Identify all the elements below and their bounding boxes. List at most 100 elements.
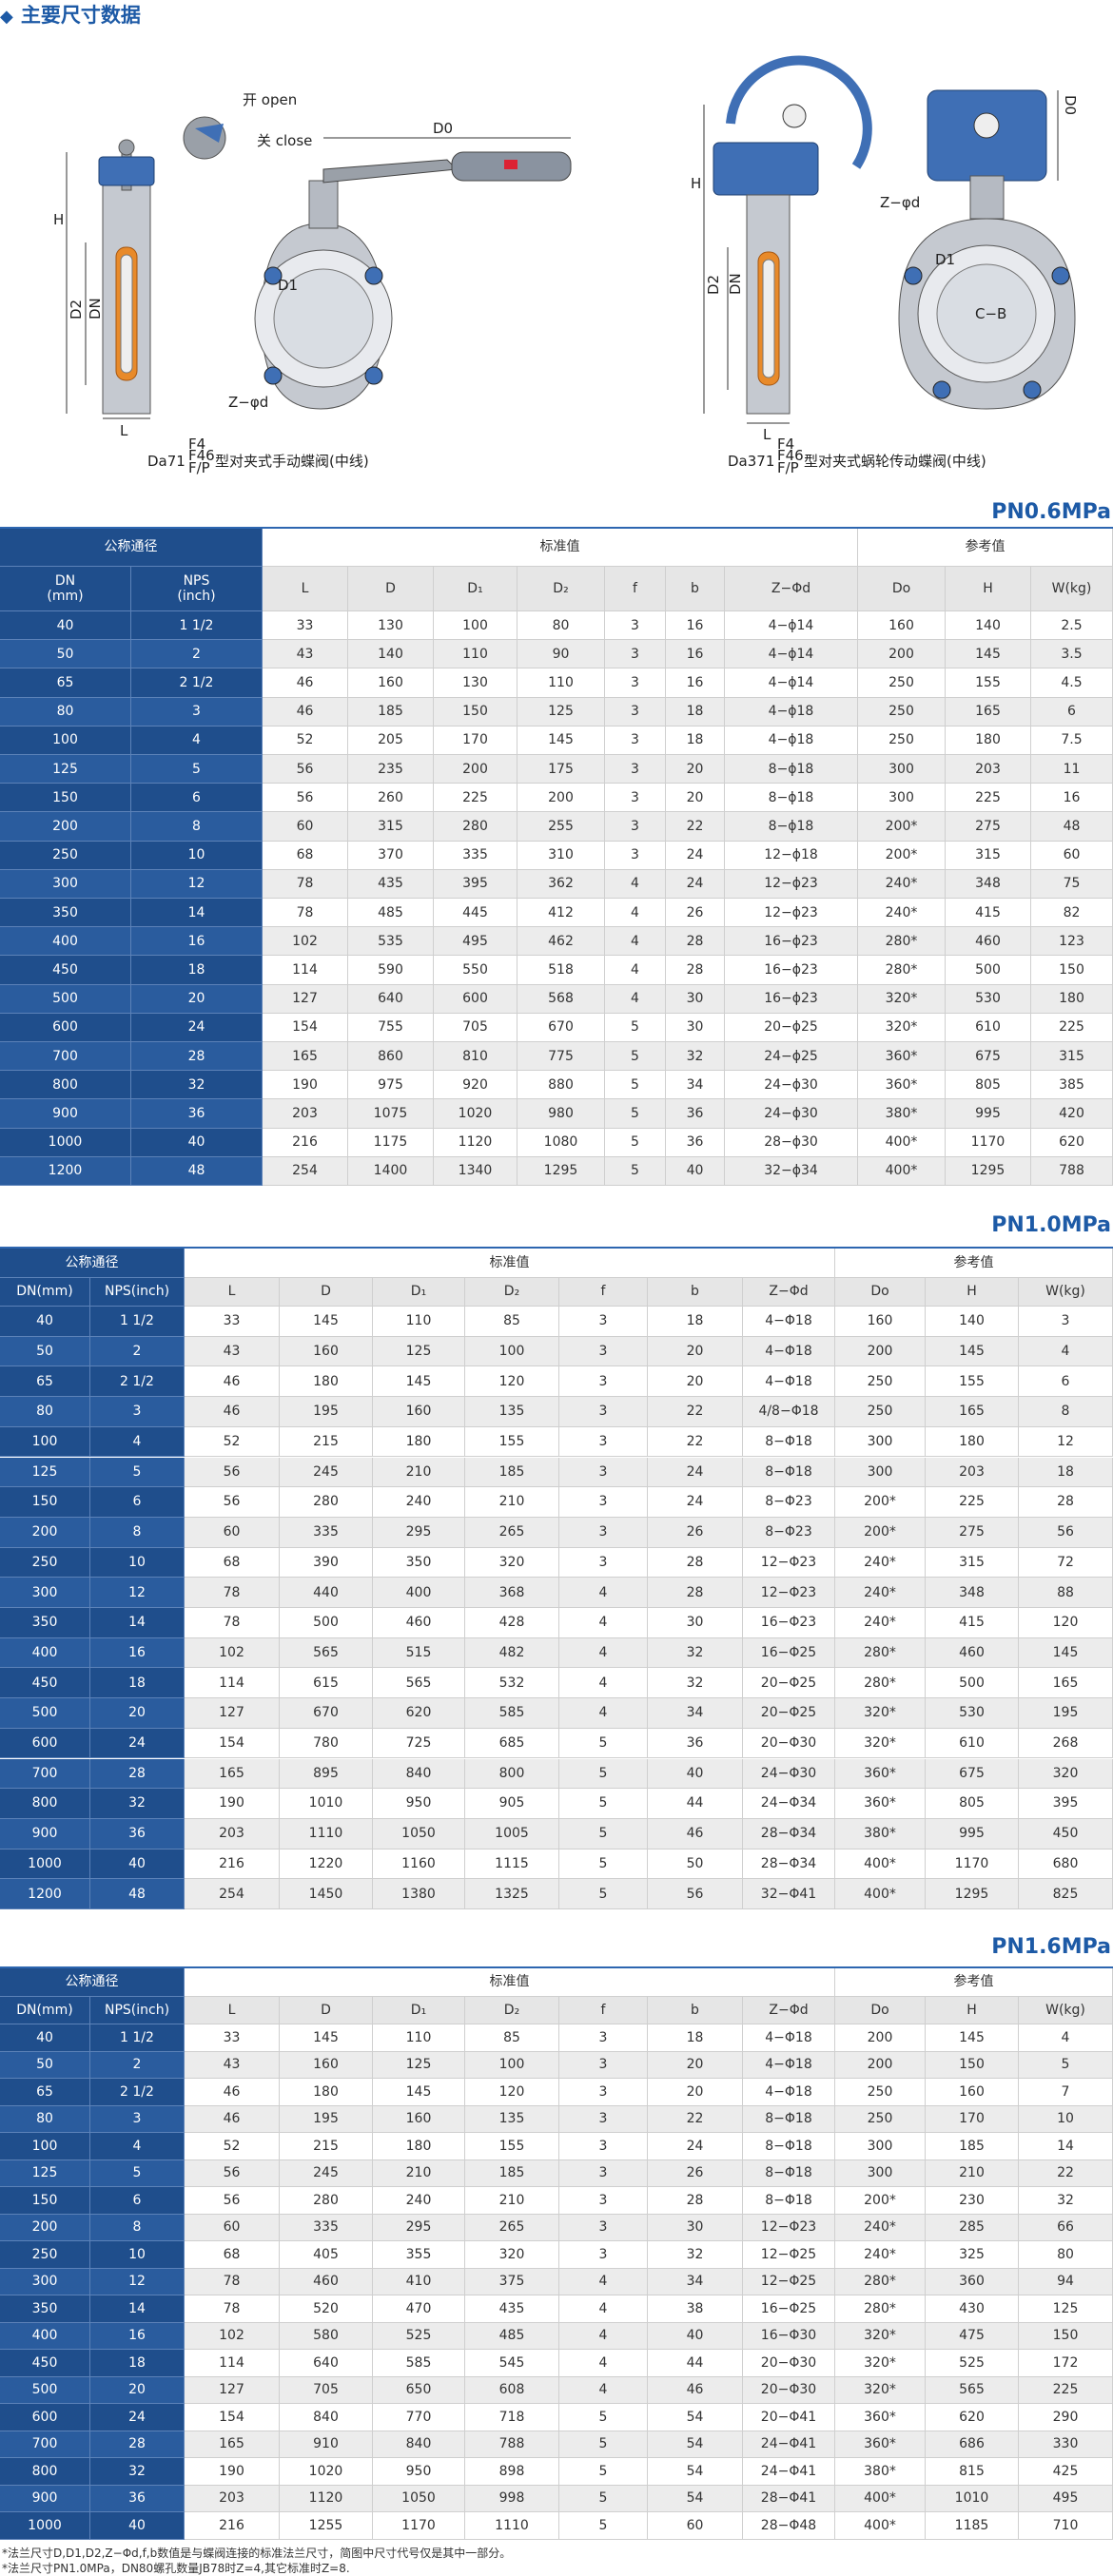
data-cell: 110 [517,668,605,698]
data-cell: 24−ϕ30 [725,1099,858,1129]
data-cell: 705 [434,1013,517,1042]
data-cell: 160 [926,2079,1019,2106]
data-cell: 16−Φ23 [743,1608,835,1638]
size-cell: 150 [0,2187,90,2215]
label-bolt: Z−φd [228,394,268,411]
data-cell: 125 [517,697,605,726]
data-cell: 250 [835,1366,926,1398]
size-cell: 800 [0,1789,90,1819]
group-header: 公称通径 [0,529,263,567]
data-cell: 1110 [280,1818,373,1850]
data-cell: 110 [373,1307,465,1337]
size-cell: 80 [0,697,131,726]
size-cell: 4 [131,726,263,755]
data-cell: 280* [835,2295,926,2323]
data-cell: 12−Φ23 [743,2214,835,2241]
data-cell: 1020 [434,1099,517,1129]
size-cell: 350 [0,899,131,928]
data-cell: 565 [926,2376,1019,2404]
data-cell: 348 [946,869,1031,899]
data-cell: 260 [348,784,434,813]
data-cell: 3 [559,1397,648,1427]
data-cell: 60 [185,1517,280,1548]
manual-valve-drawing: 开 open 关 close D0 H D2 DN L D1 Z−φd Da71… [53,91,572,476]
data-cell: 8−Φ18 [743,2133,835,2160]
data-cell: 280* [835,1668,926,1699]
size-cell: 1000 [0,1128,131,1157]
data-cell: 315 [348,812,434,842]
data-cell: 755 [348,1013,434,1042]
data-cell: 160 [373,2105,465,2133]
data-cell: 165 [926,1397,1019,1427]
data-cell: 22 [666,812,725,842]
data-cell: 5 [605,1128,666,1157]
column-header: D₁ [373,1278,465,1307]
bolt [264,266,283,285]
column-header: H [926,1278,1019,1307]
data-cell: 315 [926,1547,1019,1579]
data-cell: 60 [185,2214,280,2241]
data-cell: 12−ϕ23 [725,899,858,928]
data-cell: 24−Φ41 [743,2458,835,2486]
size-cell: 6 [131,784,263,813]
data-cell: 16−ϕ23 [725,927,858,957]
column-header: Do [835,1997,926,2024]
data-cell: 400* [835,2485,926,2512]
size-cell: 6 [90,2187,185,2215]
data-cell: 28−ϕ30 [725,1128,858,1157]
size-cell: 80 [0,2105,90,2133]
size-cell: 28 [90,2431,185,2458]
data-cell: 56 [185,1487,280,1518]
column-header: NPS(inch) [90,1997,185,2024]
data-cell: 66 [1019,2214,1113,2241]
column-header: D [280,1278,373,1307]
data-cell: 255 [517,812,605,842]
size-cell: 50 [0,2051,90,2079]
data-cell: 4 [559,1668,648,1699]
data-cell: 280* [858,927,946,957]
data-cell: 3 [605,755,666,784]
data-cell: 370 [348,841,434,870]
data-cell: 530 [926,1698,1019,1729]
data-cell: 3 [559,2214,648,2241]
data-cell: 3 [1019,1307,1113,1337]
data-cell: 1075 [348,1099,434,1129]
data-cell: 980 [517,1099,605,1129]
data-cell: 300 [835,2133,926,2160]
data-cell: 7.5 [1031,726,1113,755]
data-cell: 200 [835,2024,926,2052]
data-cell: 4/8−Φ18 [743,1397,835,1427]
data-cell: 203 [185,2485,280,2512]
data-cell: 180 [1031,984,1113,1014]
data-cell: 5 [559,2431,648,2458]
data-cell: 150 [1031,956,1113,985]
data-cell: 585 [373,2350,465,2377]
data-cell: 4 [605,899,666,928]
size-cell: 150 [0,1487,90,1518]
data-cell: 235 [348,755,434,784]
data-cell: 240* [835,1547,926,1579]
column-header: f [559,1278,648,1307]
label-h: H [691,175,701,192]
data-cell: 670 [517,1013,605,1042]
size-cell: 14 [90,2295,185,2323]
label-d2: D2 [705,275,722,295]
size-cell: 250 [0,841,131,870]
data-cell: 28 [1019,1487,1113,1518]
data-cell: 18 [666,697,725,726]
label-d1: D1 [278,277,298,294]
data-cell: 8−ϕ18 [725,784,858,813]
data-cell: 160 [373,1397,465,1427]
data-cell: 36 [666,1128,725,1157]
data-cell: 535 [348,927,434,957]
data-cell: 380* [835,1818,926,1850]
footnote: *法兰尺寸PN1.0MPa，DN80螺孔数量JB78时Z=4,其它标准时Z=8. [2,2562,350,2575]
data-cell: 495 [1019,2485,1113,2512]
data-cell: 840 [373,2431,465,2458]
size-cell: 2 [90,2051,185,2079]
size-cell: 65 [0,1366,90,1398]
size-cell: 5 [131,755,263,784]
data-cell: 8−Φ23 [743,1517,835,1548]
data-cell: 810 [434,1042,517,1072]
data-cell: 428 [465,1608,559,1638]
